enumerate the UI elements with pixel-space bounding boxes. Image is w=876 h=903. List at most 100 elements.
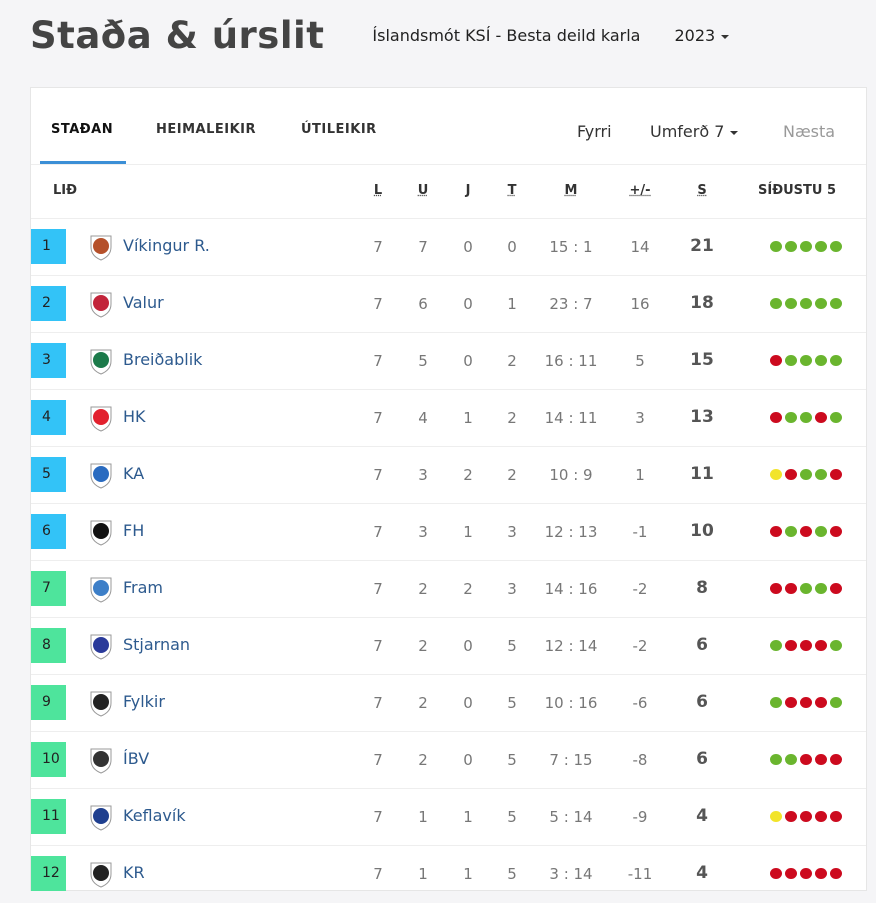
- form-dot-win[interactable]: [830, 412, 842, 423]
- team-logo-icon: [90, 577, 112, 603]
- form-dot-win[interactable]: [770, 241, 782, 252]
- form-dot-win[interactable]: [800, 412, 812, 423]
- team-link[interactable]: Breiðablik: [123, 350, 203, 369]
- table-row: 11 Keflavík 7 1 1 5 5 : 14 -9 4: [31, 789, 866, 846]
- table-row: 7 Fram 7 2 2 3 14 : 16 -2 8: [31, 561, 866, 618]
- form-dot-win[interactable]: [770, 640, 782, 651]
- form-dot-draw[interactable]: [770, 469, 782, 480]
- form-dot-win[interactable]: [800, 583, 812, 594]
- form-dot-win[interactable]: [800, 298, 812, 309]
- cell-drawn: 2: [463, 466, 473, 484]
- form-dot-loss[interactable]: [830, 868, 842, 879]
- form-dot-loss[interactable]: [815, 868, 827, 879]
- form-dot-draw[interactable]: [770, 811, 782, 822]
- team-link[interactable]: Fylkir: [123, 692, 165, 711]
- round-dropdown[interactable]: Umferð 7: [650, 122, 739, 141]
- form-dot-loss[interactable]: [785, 469, 797, 480]
- form-dot-loss[interactable]: [815, 697, 827, 708]
- form-dot-loss[interactable]: [770, 355, 782, 366]
- form-dot-win[interactable]: [800, 241, 812, 252]
- form-dot-win[interactable]: [815, 583, 827, 594]
- cell-drawn: 0: [463, 295, 473, 313]
- cell-diff: -1: [632, 523, 648, 541]
- cell-lost: 0: [507, 238, 517, 256]
- cell-diff: -2: [632, 580, 648, 598]
- tab-standings[interactable]: STAÐAN: [51, 122, 114, 137]
- form-dot-win[interactable]: [815, 469, 827, 480]
- team-link[interactable]: Valur: [123, 293, 164, 312]
- caret-down-icon: [730, 130, 739, 135]
- rank-badge: 2: [31, 286, 66, 321]
- form-dot-win[interactable]: [785, 412, 797, 423]
- year-value: 2023: [674, 26, 716, 45]
- form-dot-win[interactable]: [785, 298, 797, 309]
- form-dot-win[interactable]: [830, 298, 842, 309]
- form-dot-loss[interactable]: [800, 640, 812, 651]
- tab-away-games[interactable]: ÚTILEIKIR: [301, 122, 377, 137]
- form-dot-loss[interactable]: [815, 412, 827, 423]
- team-link[interactable]: HK: [123, 407, 146, 426]
- form-dot-loss[interactable]: [770, 583, 782, 594]
- form-dot-win[interactable]: [785, 355, 797, 366]
- form-dot-loss[interactable]: [770, 412, 782, 423]
- form-dot-loss[interactable]: [830, 526, 842, 537]
- form-dot-loss[interactable]: [785, 640, 797, 651]
- cell-drawn: 1: [463, 523, 473, 541]
- form-dot-win[interactable]: [785, 754, 797, 765]
- form-dot-win[interactable]: [830, 355, 842, 366]
- form-dot-win[interactable]: [815, 526, 827, 537]
- form-dot-win[interactable]: [830, 241, 842, 252]
- form-dot-loss[interactable]: [785, 811, 797, 822]
- form-dot-loss[interactable]: [815, 811, 827, 822]
- team-link[interactable]: KR: [123, 863, 145, 882]
- form-dot-win[interactable]: [785, 526, 797, 537]
- previous-round-button[interactable]: Fyrri: [577, 122, 612, 141]
- form-dot-loss[interactable]: [770, 526, 782, 537]
- tab-home-games[interactable]: HEIMALEIKIR: [156, 122, 257, 137]
- next-round-button[interactable]: Næsta: [783, 122, 836, 141]
- form-dot-win[interactable]: [815, 241, 827, 252]
- form-dot-loss[interactable]: [830, 754, 842, 765]
- form-dot-win[interactable]: [815, 355, 827, 366]
- form-dot-loss[interactable]: [800, 697, 812, 708]
- form-dot-win[interactable]: [770, 298, 782, 309]
- table-row: 3 Breiðablik 7 5 0 2 16 : 11 5 15: [31, 333, 866, 390]
- team-link[interactable]: Keflavík: [123, 806, 186, 825]
- form-dot-loss[interactable]: [800, 526, 812, 537]
- form-dot-win[interactable]: [770, 754, 782, 765]
- rank-badge: 11: [31, 799, 66, 834]
- team-link[interactable]: KA: [123, 464, 145, 483]
- form-dot-loss[interactable]: [800, 868, 812, 879]
- year-dropdown[interactable]: 2023: [674, 26, 730, 45]
- form-dot-loss[interactable]: [815, 640, 827, 651]
- form-dot-loss[interactable]: [800, 811, 812, 822]
- form-dot-win[interactable]: [800, 355, 812, 366]
- team-link[interactable]: FH: [123, 521, 145, 540]
- form-dot-loss[interactable]: [830, 469, 842, 480]
- cell-played: 7: [373, 637, 383, 655]
- team-link[interactable]: Stjarnan: [123, 635, 191, 654]
- cell-points: 8: [696, 578, 708, 598]
- team-link[interactable]: Fram: [123, 578, 164, 597]
- form-dot-loss[interactable]: [785, 583, 797, 594]
- form-dot-loss[interactable]: [770, 868, 782, 879]
- form-dot-loss[interactable]: [800, 754, 812, 765]
- cell-lost: 3: [507, 580, 517, 598]
- form-dot-loss[interactable]: [830, 583, 842, 594]
- form-dot-win[interactable]: [830, 640, 842, 651]
- col-form: SÍÐUSTU 5: [758, 183, 837, 198]
- cell-goals: 14 : 16: [544, 580, 598, 598]
- form-dot-loss[interactable]: [785, 697, 797, 708]
- form-dot-loss[interactable]: [830, 811, 842, 822]
- form-dot-win[interactable]: [815, 298, 827, 309]
- team-link[interactable]: ÍBV: [123, 749, 150, 768]
- form-dot-win[interactable]: [830, 697, 842, 708]
- cell-lost: 2: [507, 352, 517, 370]
- form-dot-win[interactable]: [785, 241, 797, 252]
- form-dot-win[interactable]: [800, 469, 812, 480]
- form-dot-loss[interactable]: [785, 868, 797, 879]
- cell-points: 10: [690, 521, 714, 541]
- form-dot-loss[interactable]: [815, 754, 827, 765]
- form-dot-win[interactable]: [770, 697, 782, 708]
- team-link[interactable]: Víkingur R.: [123, 236, 210, 255]
